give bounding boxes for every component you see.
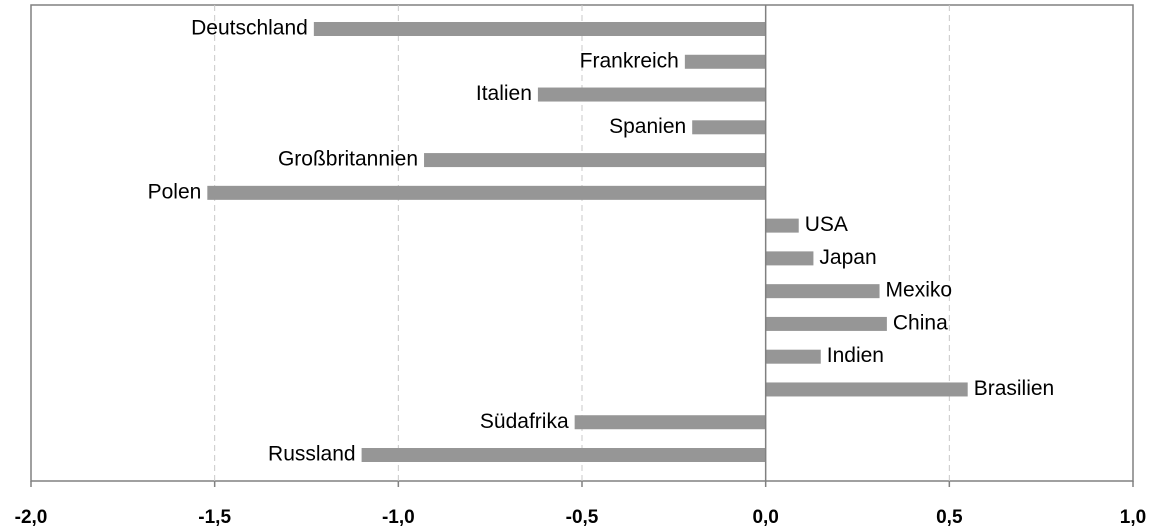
x-tick-label: 0,0 [752,507,778,528]
bar [207,185,766,200]
category-label: USA [805,213,848,236]
category-label: China [893,311,948,334]
category-label: Russland [268,443,356,466]
bar [361,448,766,462]
x-tick-label: 1,0 [1120,507,1146,528]
category-label: Brasilien [974,377,1055,400]
bar [765,251,814,266]
category-label: Frankreich [580,49,679,72]
bar [765,218,799,233]
bar [692,120,766,135]
bar [313,22,766,36]
category-label: Polen [148,180,202,203]
category-label: Italien [476,82,532,105]
category-label: Deutschland [191,17,308,40]
category-label: Spanien [609,115,686,138]
bar [424,153,766,168]
bar [537,87,766,102]
x-tick-label: 0,5 [936,507,963,528]
bar [574,415,766,430]
category-label: Japan [819,246,876,269]
x-tick-label: -1,5 [198,507,231,528]
bar [765,316,887,331]
x-tick-label: -2,0 [15,507,48,528]
category-label: Mexiko [886,279,953,302]
x-tick-label: -0,5 [566,507,599,528]
bar [684,54,766,69]
category-label: Großbritannien [278,148,418,171]
x-tick-label: -1,0 [382,507,415,528]
bar [765,284,880,299]
category-label: Indien [827,344,884,367]
bar [765,382,968,397]
category-label: Südafrika [480,410,569,433]
bar [765,349,821,364]
